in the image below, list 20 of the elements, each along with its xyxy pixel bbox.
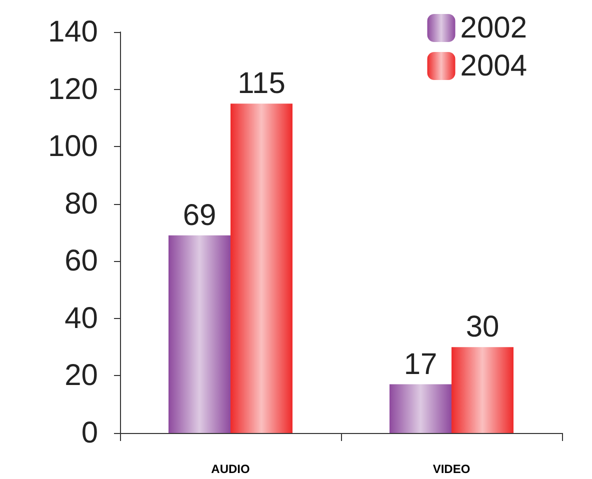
y-tick-label: 40 [64, 302, 98, 335]
y-tick-label: 20 [64, 359, 98, 392]
y-tick-label: 120 [48, 72, 98, 106]
bar [230, 104, 292, 433]
x-tick-label: VIDEO [432, 462, 470, 476]
bar [390, 384, 452, 433]
data-label: 115 [238, 67, 286, 100]
x-tick-label: AUDIO [211, 462, 250, 476]
y-tick-label: 60 [64, 244, 98, 278]
data-label: 69 [182, 198, 216, 232]
legend-label: 2002 [460, 12, 528, 44]
legend-label: 2004 [460, 50, 528, 82]
data-label: 30 [466, 310, 500, 344]
data-label: 17 [404, 348, 438, 381]
bar [168, 235, 230, 433]
y-tick-label: 100 [48, 130, 98, 164]
y-tick-label: 140 [48, 16, 98, 48]
bar [452, 347, 514, 433]
y-tick-label: 0 [81, 416, 98, 450]
y-tick-label: 80 [64, 187, 98, 220]
